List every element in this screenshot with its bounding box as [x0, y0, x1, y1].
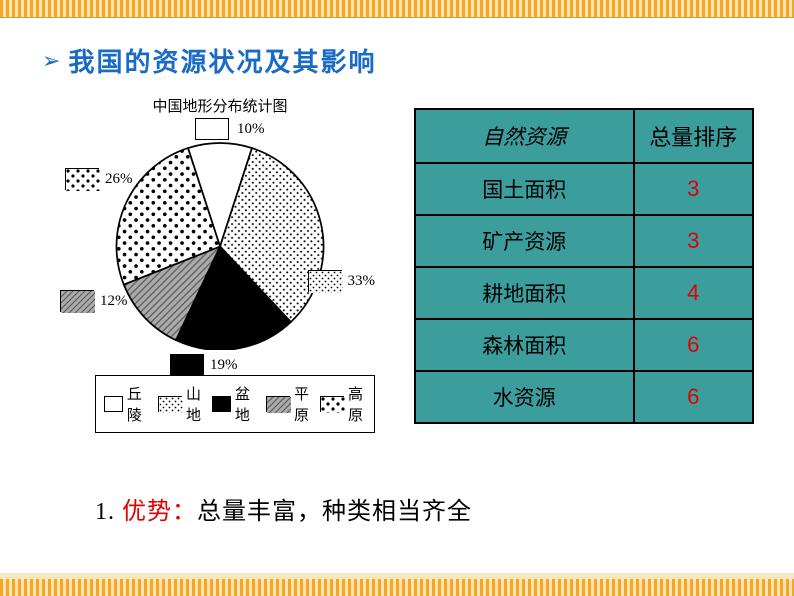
legend-pendi: 盆地 [212, 383, 258, 425]
footnote-advantage: 优势： [122, 499, 197, 525]
th-resource: 自然资源 [415, 109, 634, 163]
slide-heading: ➢ 我国的资源状况及其影响 [42, 42, 376, 79]
swatch-pendi [170, 354, 204, 376]
pie-chart-area: 中国地形分布统计图 10% 26% 12% 33% 19% [55, 95, 385, 445]
swatch-pingyuan [60, 290, 94, 312]
arrow-icon: ➢ [42, 50, 60, 72]
cell-rank: 6 [634, 319, 753, 371]
table-row: 耕地面积4 [415, 267, 753, 319]
heading-title: 我国的资源状况及其影响 [68, 42, 376, 79]
footnote-num: 1. [95, 499, 115, 525]
table-header-row: 自然资源 总量排序 [415, 109, 753, 163]
chart-title: 中国地形分布统计图 [55, 95, 385, 116]
legend-pingyuan: 平原 [266, 383, 312, 425]
legend-qiuling: 丘陵 [104, 383, 150, 425]
swatch-gaoyuan [65, 168, 99, 190]
footnote: 1. 优势：总量丰富，种类相当齐全 [95, 491, 472, 526]
pct-top: 10% [237, 121, 265, 138]
pct-bottom: 19% [210, 357, 238, 374]
footnote-text: 总量丰富，种类相当齐全 [197, 499, 472, 525]
swatch-shandi-side: 33% [308, 270, 376, 292]
chart-legend: 丘陵 山地 盆地 平原 高原 [95, 375, 375, 433]
cell-name: 耕地面积 [415, 267, 634, 319]
swatch-shandi [308, 270, 342, 292]
table-row: 森林面积6 [415, 319, 753, 371]
pct-left-lower: 12% [100, 293, 128, 310]
cell-name: 水资源 [415, 371, 634, 423]
bottom-border [0, 578, 794, 596]
swatch-pendi-side: 19% [170, 354, 238, 376]
table-row: 水资源6 [415, 371, 753, 423]
table-row: 矿产资源3 [415, 215, 753, 267]
cell-name: 森林面积 [415, 319, 634, 371]
top-border [0, 0, 794, 18]
cell-name: 矿产资源 [415, 215, 634, 267]
pie-svg [105, 120, 335, 350]
swatch-pingyuan-side: 12% [60, 290, 128, 312]
pct-left-upper: 26% [105, 171, 133, 188]
legend-shandi: 山地 [158, 383, 204, 425]
cell-rank: 6 [634, 371, 753, 423]
cell-rank: 3 [634, 215, 753, 267]
swatch-top: 10% [195, 118, 265, 140]
th-rank: 总量排序 [634, 109, 753, 163]
pct-right: 33% [348, 273, 376, 290]
swatch-qiuling [195, 118, 229, 140]
swatch-gaoyuan-side: 26% [65, 168, 133, 190]
table-row: 国土面积3 [415, 163, 753, 215]
legend-gaoyuan: 高原 [320, 383, 366, 425]
cell-rank: 4 [634, 267, 753, 319]
pie-wrap: 10% 26% 12% 33% 19% [55, 120, 385, 370]
cell-name: 国土面积 [415, 163, 634, 215]
resource-table: 自然资源 总量排序 国土面积3 矿产资源3 耕地面积4 森林面积6 水资源6 [414, 108, 754, 424]
cell-rank: 3 [634, 163, 753, 215]
